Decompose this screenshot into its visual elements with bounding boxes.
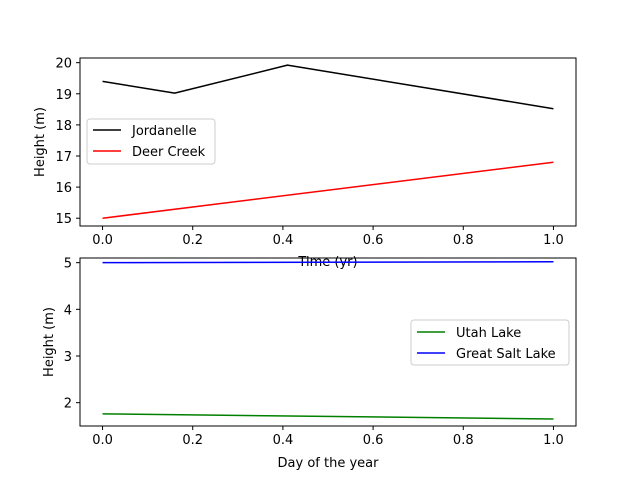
legend-label-jordanelle: Jordanelle bbox=[131, 124, 197, 139]
x-tick-label-top: 1.0 bbox=[543, 233, 564, 248]
x-tick-label-top: 0.0 bbox=[92, 233, 113, 248]
y-tick-label-top: 15 bbox=[55, 212, 72, 227]
x-tick-label-top: 0.2 bbox=[182, 233, 203, 248]
x-tick-label-bottom: 0.8 bbox=[453, 433, 474, 448]
x-tick-label-top: 0.4 bbox=[273, 233, 294, 248]
y-tick-label-bottom: 5 bbox=[64, 257, 72, 272]
series-line-great-salt-lake bbox=[102, 260, 554, 264]
y-axis-label-top: Height (m) bbox=[33, 107, 48, 177]
legend-top: Jordanelle Deer Creek bbox=[86, 118, 216, 165]
y-tick-label-bottom: 3 bbox=[64, 350, 72, 365]
series-line-deer-creek bbox=[102, 161, 554, 219]
plot-lines-bottom bbox=[102, 260, 554, 420]
plot-frame-bottom bbox=[79, 257, 577, 427]
y-ticks-bottom: 2 3 4 5 bbox=[64, 257, 80, 412]
y-tick-label-bottom: 2 bbox=[64, 397, 72, 412]
x-tick-label-top: 0.6 bbox=[363, 233, 384, 248]
plot-frame-top bbox=[79, 57, 577, 227]
x-tick-label-bottom: 0.6 bbox=[363, 433, 384, 448]
legend-label-utah-lake: Utah Lake bbox=[456, 326, 521, 341]
y-tick-label-top: 16 bbox=[55, 181, 72, 196]
y-tick-label-top: 17 bbox=[55, 150, 72, 165]
y-tick-label-top: 18 bbox=[55, 119, 72, 134]
series-line-jordanelle bbox=[102, 64, 554, 110]
legend-label-great-salt-lake: Great Salt Lake bbox=[456, 347, 556, 362]
plot-lines-top bbox=[102, 64, 554, 219]
x-tick-label-top: 0.8 bbox=[453, 233, 474, 248]
y-tick-label-top: 19 bbox=[55, 88, 72, 103]
x-ticks-bottom: 0.0 0.2 0.4 0.6 0.8 1.0 bbox=[92, 426, 564, 448]
legend-label-deer-creek: Deer Creek bbox=[132, 145, 206, 160]
legend-bottom: Utah Lake Great Salt Lake bbox=[410, 319, 570, 366]
x-tick-label-bottom: 1.0 bbox=[543, 433, 564, 448]
x-axis-label-bottom: Day of the year bbox=[278, 456, 380, 471]
legend-frame-bottom bbox=[410, 319, 570, 366]
x-ticks-top: 0.0 0.2 0.4 0.6 0.8 1.0 bbox=[92, 226, 564, 248]
y-tick-label-top: 20 bbox=[55, 57, 72, 72]
x-tick-label-bottom: 0.0 bbox=[92, 433, 113, 448]
y-tick-label-bottom: 4 bbox=[64, 303, 72, 318]
y-axis-label-bottom: Height (m) bbox=[42, 307, 57, 377]
y-ticks-top: 15 16 17 18 19 20 bbox=[55, 57, 80, 227]
series-line-utah-lake bbox=[102, 413, 554, 420]
x-tick-label-bottom: 0.2 bbox=[182, 433, 203, 448]
x-tick-label-bottom: 0.4 bbox=[273, 433, 294, 448]
